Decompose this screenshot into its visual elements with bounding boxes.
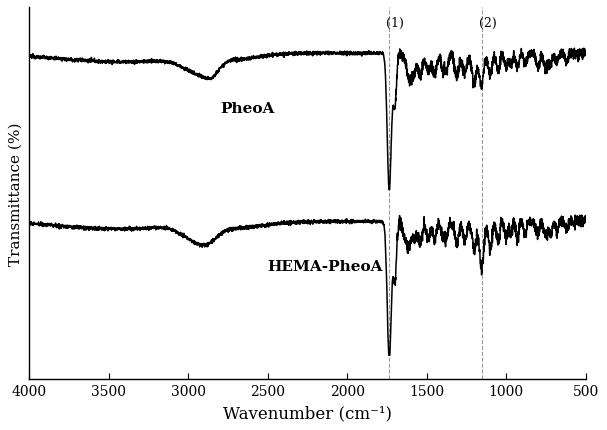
Text: (2): (2) xyxy=(479,17,497,31)
Y-axis label: Transmittance (%): Transmittance (%) xyxy=(8,122,22,265)
Text: (1): (1) xyxy=(386,17,404,31)
Text: HEMA-PheoA: HEMA-PheoA xyxy=(268,259,383,273)
X-axis label: Wavenumber (cm⁻¹): Wavenumber (cm⁻¹) xyxy=(223,405,392,422)
Text: PheoA: PheoA xyxy=(220,102,274,116)
